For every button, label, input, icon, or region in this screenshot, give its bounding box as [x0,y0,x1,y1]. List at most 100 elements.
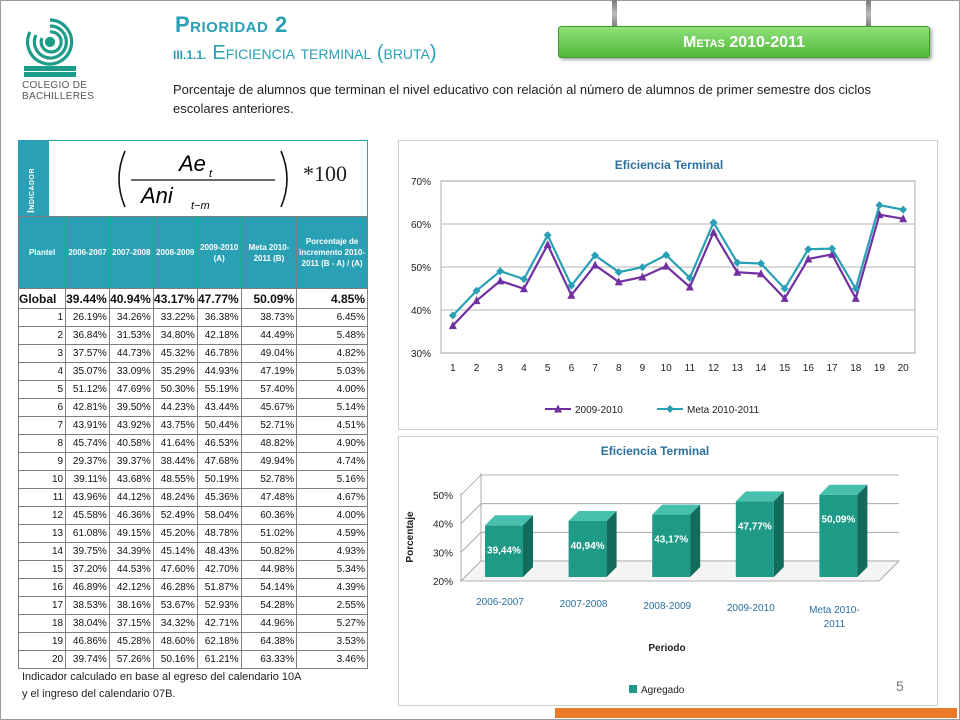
cell-value: 47.69% [108,380,154,399]
footnote: Indicador calculado en base al egreso de… [22,669,301,703]
cell-value: 61.21% [196,650,242,669]
legend-label: 2009-2010 [575,405,623,416]
data-point [804,245,813,254]
cell-value: 49.15% [108,524,154,543]
cell-value: 52.49% [152,506,198,525]
cell-value: 42.81% [65,398,110,417]
table-row: 7 43.91% 43.92% 43.75% 50.44% 52.71% 4.51% [17,416,368,435]
x-tick-label: 17 [826,363,838,374]
data-point [614,277,623,286]
bar [485,525,523,577]
cell-value: 2.55% [296,596,368,615]
formula-den-sub: t−m [191,200,210,211]
x-tick-label: 6 [569,363,575,374]
bar-top [819,484,868,495]
cell-plantel: 1 [17,308,67,327]
data-point [662,251,671,260]
cell-value: 51.87% [196,578,242,597]
data-point [851,293,860,302]
y-tick-label: 20% [433,577,453,588]
cell-plantel: 12 [17,506,67,525]
cell-value: 48.60% [152,632,198,651]
table-row: 11 43.96% 44.12% 48.24% 45.36% 47.48% 4.67% [17,488,368,507]
table-row: 20 39.74% 57.26% 50.16% 61.21% 63.33% 3.46% [17,650,368,669]
cell-value: 5.03% [296,362,368,381]
cell-plantel: 4 [17,362,67,381]
bar-side [773,491,784,577]
footnote-line: y el ingreso del calendario 07B. [22,688,176,700]
cell-value: 5.34% [296,560,368,579]
cell-value: 4.00% [296,506,368,525]
cell-value: 49.04% [240,344,298,363]
cell-value: 52.71% [240,416,298,435]
cell-value: 6.45% [296,308,368,327]
cell-value: 57.26% [108,650,154,669]
cell-value: 34.39% [108,542,154,561]
cell-value: 41.64% [152,434,198,453]
table-row: 6 42.81% 39.50% 44.23% 43.44% 45.67% 5.14% [17,398,368,417]
cell-value: 53.67% [152,596,198,615]
indicator-tab: Indicador [19,141,49,217]
cell-value: 35.29% [152,362,198,381]
bar [735,501,774,577]
y-tick-label: 40% [433,520,453,531]
table-row: 9 29.37% 39.37% 38.44% 47.68% 49.94% 4.74% [17,452,368,471]
cell-value: 4.00% [296,380,368,399]
cell-value: 46.86% [65,632,110,651]
series-line-2009-2010 [452,213,904,327]
cell-value: 39.74% [65,650,110,669]
cell-value: 44.73% [108,344,154,363]
y-tick-label: 70% [411,177,431,188]
col-header: 2007-2008 [108,216,154,289]
cell-plantel: 10 [17,470,67,489]
table-row: 17 38.53% 38.16% 53.67% 52.93% 54.28% 2.55% [17,596,368,615]
x-tick-label: 13 [732,363,744,374]
x-axis-title: Periodo [648,643,685,654]
metas-sign: Metas 2010-2011 [558,26,930,58]
col-header: 2009-2010 (A) [196,216,242,289]
cell-value: 42.12% [108,578,154,597]
cell-value: 55.19% [196,380,242,399]
table-row: 5 51.12% 47.69% 50.30% 55.19% 57.40% 4.00% [17,380,368,399]
data-point [709,227,718,236]
col-header: 2006-2007 [65,216,110,289]
table-row: 19 46.86% 45.28% 48.60% 62.18% 64.38% 3.53% [17,632,368,651]
x-tick-label: 4 [521,363,527,374]
cell-value: 50.30% [152,380,198,399]
bar [568,520,607,577]
cell-value: 63.33% [240,650,298,669]
x-tick-label: 20 [898,363,910,374]
chart-title: Eficiencia Terminal [615,158,724,172]
cell-plantel: 20 [17,650,67,669]
cell-value: 4.82% [296,344,368,363]
cell-plantel: 5 [17,380,67,399]
cell-value: 4.85% [296,288,368,309]
cell-value: 60.36% [240,506,298,525]
cell-value: 26.19% [65,308,110,327]
series-line-meta [452,203,904,317]
cell-value: 42.70% [196,560,242,579]
legend-marker [666,405,674,413]
data-point [733,267,742,276]
data-point [851,284,860,293]
data-point [875,201,884,210]
cell-value: 47.77% [196,288,242,309]
data-point [496,267,505,276]
cell-value: 4.51% [296,416,368,435]
bar-top [735,491,784,502]
x-tick-label: 2008-2009 [643,601,691,612]
cell-plantel: 16 [17,578,67,597]
data-point [828,249,837,258]
cell-value: 3.46% [296,650,368,669]
x-tick-label: 18 [850,363,862,374]
cell-value: 46.89% [65,578,110,597]
cell-value: 57.40% [240,380,298,399]
table-header-row: Plantel 2006-2007 2007-2008 2008-2009 20… [17,216,368,289]
x-tick-label: 2006-2007 [476,597,524,608]
cell-value: 39.50% [108,398,154,417]
cell-value: 42.71% [196,614,242,633]
legend-marker [554,404,562,413]
data-point [709,218,718,227]
x-tick-label: 2007-2008 [560,599,608,610]
table-row: 13 61.08% 49.15% 45.20% 48.78% 51.02% 4.59% [17,524,368,543]
